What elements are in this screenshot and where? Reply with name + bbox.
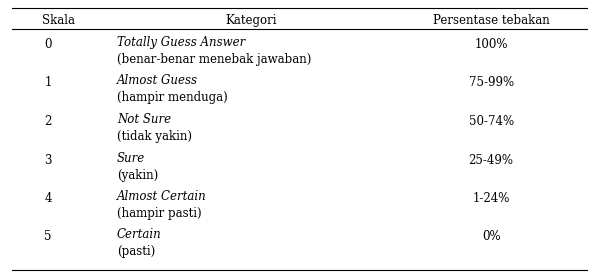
Text: 3: 3 xyxy=(44,153,52,167)
Text: Kategori: Kategori xyxy=(226,14,277,27)
Text: (hampir menduga): (hampir menduga) xyxy=(117,91,228,105)
Text: Certain: Certain xyxy=(117,229,162,242)
Text: Not Sure: Not Sure xyxy=(117,113,171,126)
Text: 1-24%: 1-24% xyxy=(473,192,510,205)
Text: 4: 4 xyxy=(44,192,52,205)
Text: Almost Certain: Almost Certain xyxy=(117,190,207,203)
Text: (tidak yakin): (tidak yakin) xyxy=(117,130,192,143)
Text: 100%: 100% xyxy=(474,38,508,51)
Text: 5: 5 xyxy=(44,230,52,244)
Text: (pasti): (pasti) xyxy=(117,245,155,259)
Text: 2: 2 xyxy=(44,115,52,128)
Text: 1: 1 xyxy=(44,76,52,90)
Text: 0%: 0% xyxy=(482,230,501,244)
Text: 0: 0 xyxy=(44,38,52,51)
Text: (benar-benar menebak jawaban): (benar-benar menebak jawaban) xyxy=(117,53,311,66)
Text: 25-49%: 25-49% xyxy=(468,153,514,167)
Text: Skala: Skala xyxy=(42,14,75,27)
Text: 50-74%: 50-74% xyxy=(468,115,514,128)
Text: Almost Guess: Almost Guess xyxy=(117,75,198,88)
Text: Persentase tebakan: Persentase tebakan xyxy=(433,14,549,27)
Text: 75-99%: 75-99% xyxy=(468,76,514,90)
Text: (yakin): (yakin) xyxy=(117,168,158,182)
Text: Sure: Sure xyxy=(117,152,145,165)
Text: (hampir pasti): (hampir pasti) xyxy=(117,207,201,220)
Text: Totally Guess Answer: Totally Guess Answer xyxy=(117,36,245,49)
